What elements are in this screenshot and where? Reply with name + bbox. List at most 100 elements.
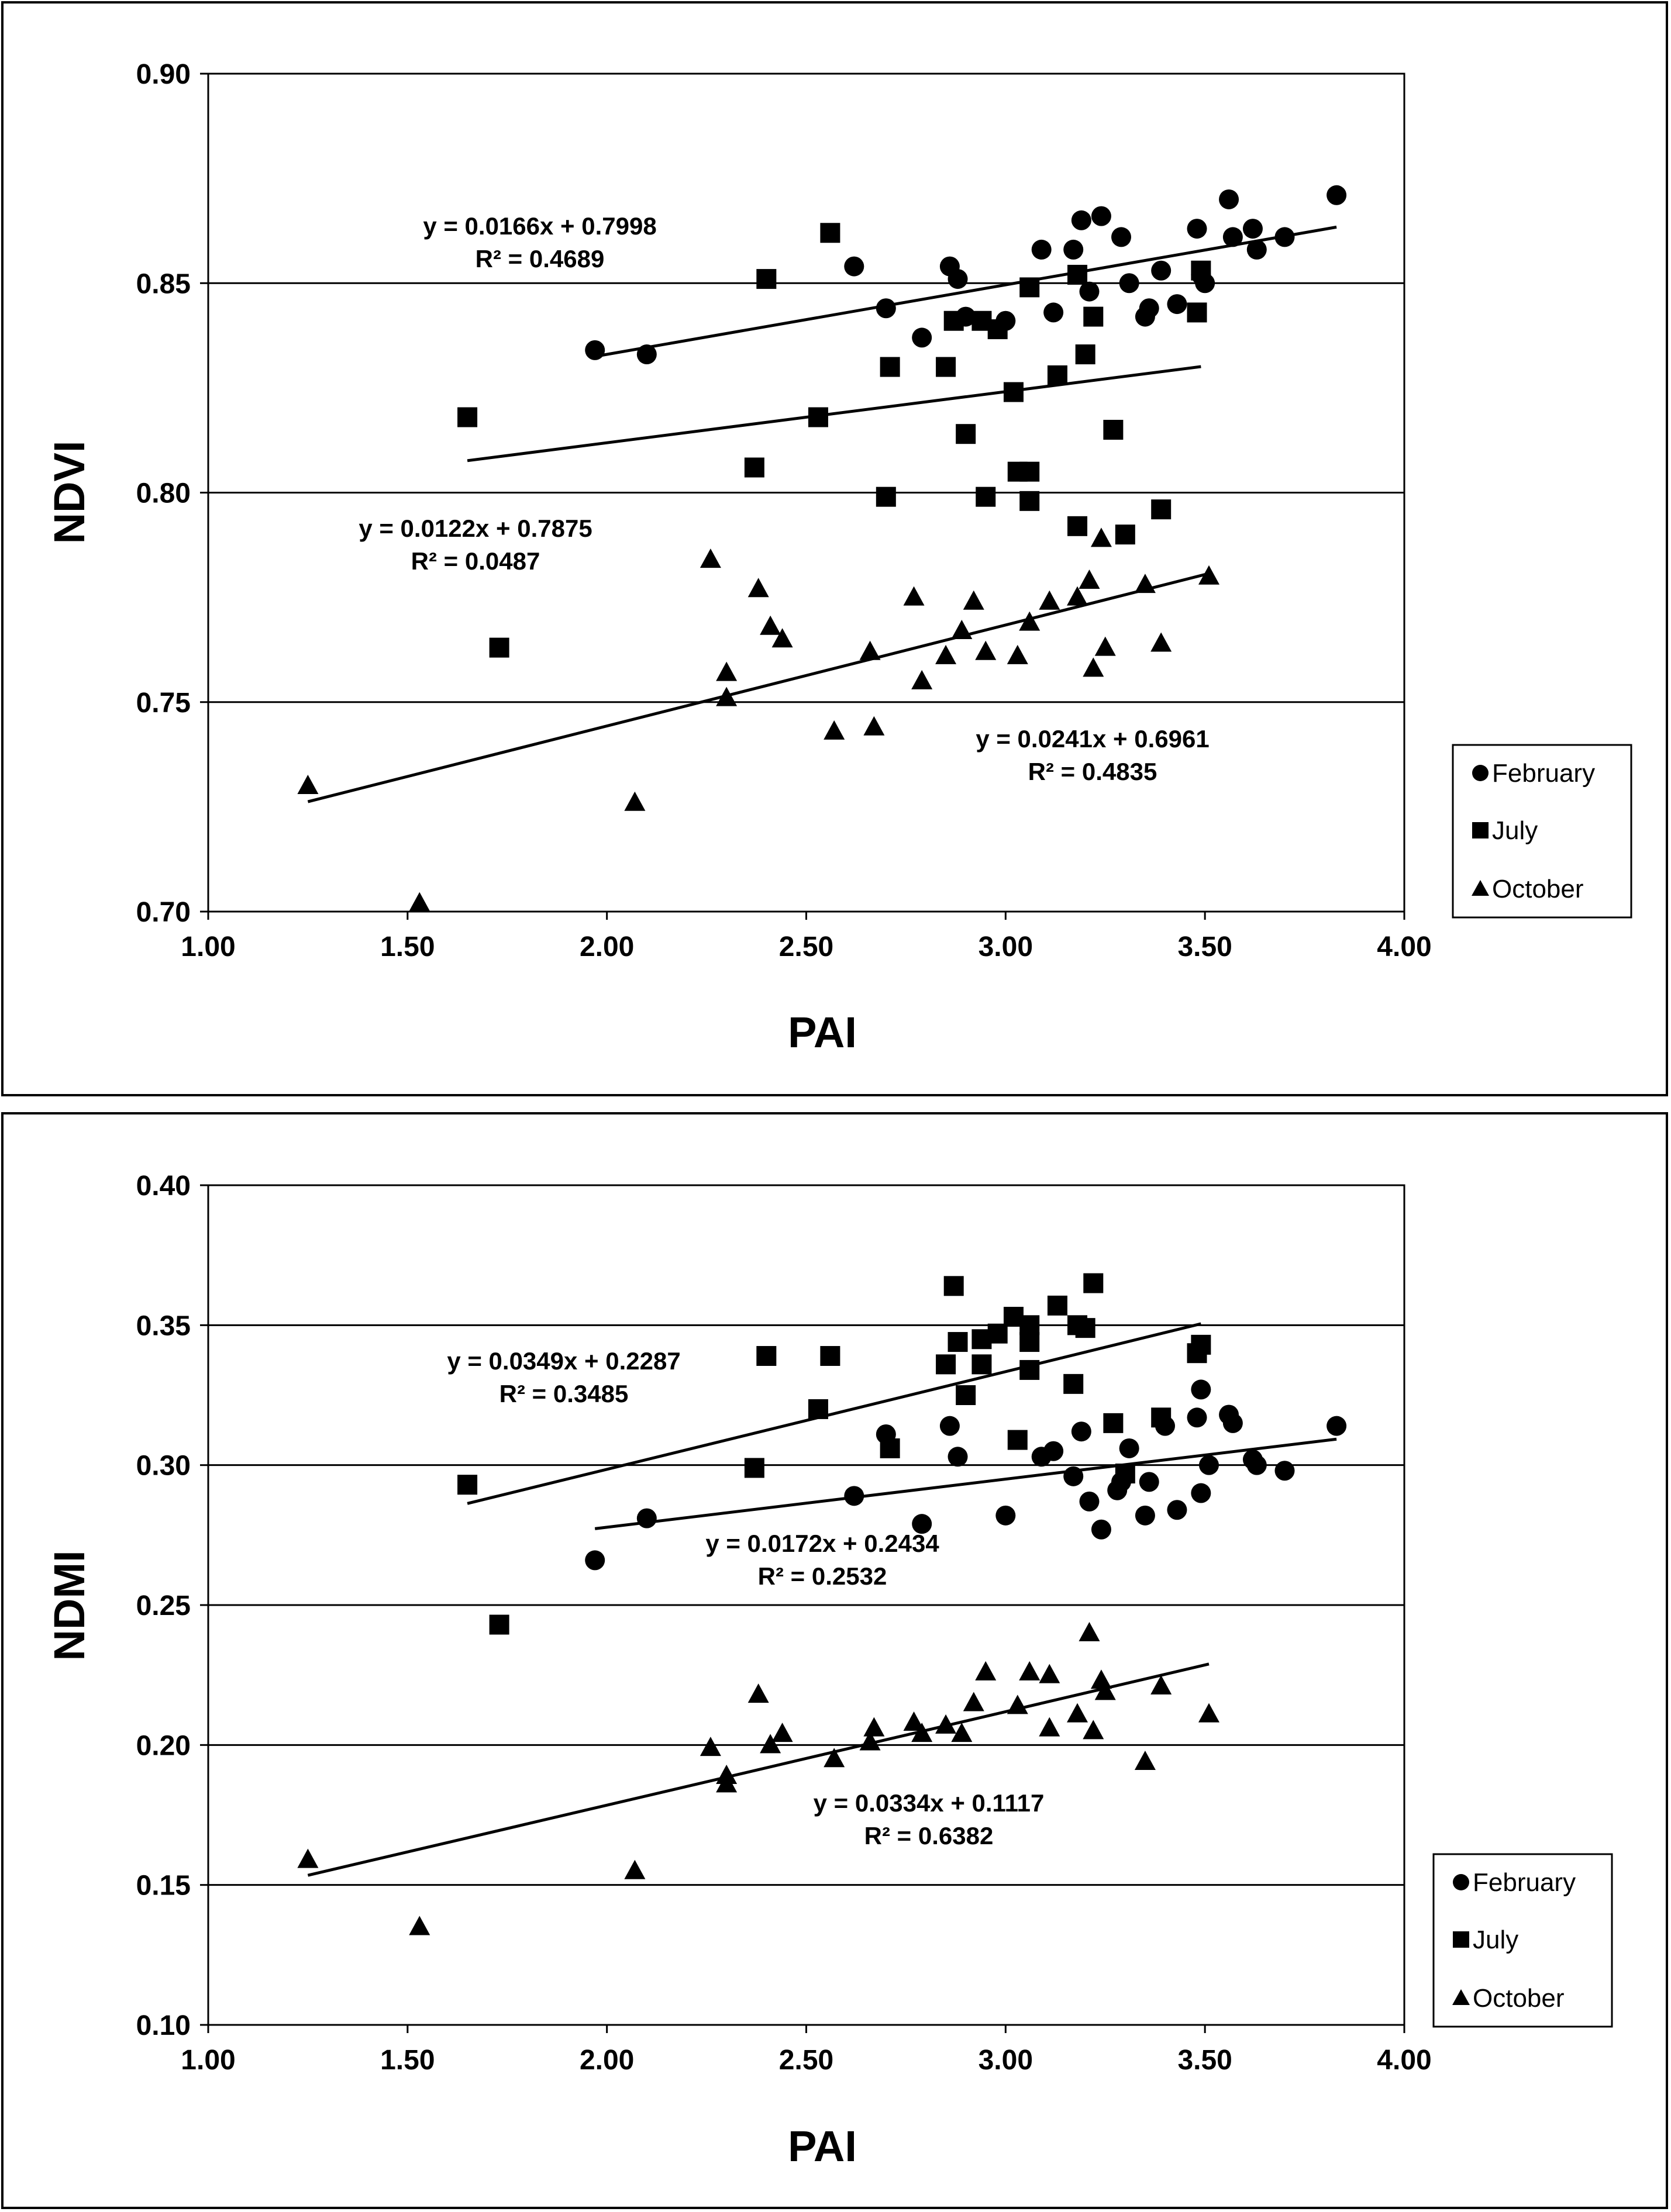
data-point-february	[1139, 298, 1159, 319]
data-point-july	[1115, 524, 1135, 545]
data-point-july	[1047, 1295, 1067, 1316]
data-point-february	[1222, 227, 1243, 247]
data-point-july	[880, 1438, 900, 1458]
data-point-october	[1039, 1664, 1060, 1683]
data-point-february	[912, 327, 932, 348]
y-tick-label: 0.15	[136, 1871, 191, 1902]
data-point-october	[1007, 1695, 1028, 1714]
data-point-october	[903, 1711, 925, 1731]
data-point-february	[1079, 281, 1100, 302]
data-point-july	[1063, 1374, 1084, 1394]
data-point-october	[700, 1737, 721, 1757]
data-point-october	[624, 1859, 646, 1879]
data-point-july	[1003, 382, 1024, 402]
data-point-october	[1083, 1720, 1104, 1740]
data-point-october	[1019, 1661, 1041, 1680]
data-point-october	[1019, 611, 1041, 631]
x-axis-label: PAI	[788, 2122, 857, 2170]
x-tick-label: 2.50	[779, 931, 833, 962]
x-tick-label: 3.00	[979, 2045, 1033, 2076]
data-point-july	[1187, 302, 1207, 323]
data-point-october	[716, 661, 738, 681]
data-point-july	[876, 486, 896, 507]
data-point-october	[1150, 632, 1172, 652]
data-point-october	[824, 1748, 845, 1768]
trendline-r2-february: R² = 0.4689	[476, 245, 605, 272]
data-point-july	[1067, 264, 1088, 285]
data-point-july	[956, 1385, 976, 1405]
trendline-r2-october: R² = 0.6382	[864, 1822, 994, 1849]
data-point-february	[1091, 1519, 1111, 1540]
trendline-equation-july: y = 0.0122x + 0.7875	[359, 515, 592, 542]
data-point-july	[936, 357, 956, 377]
data-point-october	[700, 548, 721, 568]
data-point-october	[975, 640, 997, 660]
data-point-october	[859, 1731, 881, 1751]
data-point-february	[1219, 189, 1239, 209]
x-tick-label: 1.00	[181, 931, 235, 962]
legend-label-february: February	[1473, 1868, 1576, 1897]
data-point-july	[1151, 1407, 1172, 1428]
data-point-february	[1191, 1483, 1211, 1503]
data-point-october	[771, 628, 793, 648]
data-point-october	[951, 1723, 973, 1742]
data-point-july	[987, 319, 1008, 340]
data-point-october	[911, 1723, 933, 1742]
data-point-october	[911, 670, 933, 689]
data-point-february	[1091, 206, 1111, 226]
data-point-july	[1103, 420, 1124, 440]
data-point-october	[760, 1734, 781, 1754]
data-point-july	[1007, 1430, 1028, 1450]
y-tick-label: 0.35	[136, 1310, 191, 1341]
data-point-july	[820, 1345, 840, 1366]
data-point-july	[1067, 516, 1088, 536]
ndmi-chart-panel: 0.10 0.15 0.20 0.25 0.30 0.35 0.40 1.00 1.50 2.00…	[1, 1112, 1668, 2209]
data-point-july	[956, 424, 976, 444]
legend-circle-marker	[1453, 1874, 1469, 1890]
data-point-october	[716, 1773, 738, 1793]
trendline-r2-february: R² = 0.2532	[758, 1562, 887, 1590]
data-point-july	[1019, 1315, 1040, 1336]
data-point-july	[943, 310, 964, 331]
legend-label-july: July	[1492, 816, 1538, 845]
y-axis-label: NDMI	[45, 1550, 94, 1661]
data-point-july	[1075, 344, 1095, 365]
data-point-october	[1067, 586, 1088, 606]
data-point-february	[1274, 227, 1295, 247]
data-point-february	[1246, 239, 1267, 260]
chart-legend: February July October	[1452, 744, 1632, 919]
data-point-july	[936, 1354, 956, 1375]
data-point-july	[976, 486, 996, 507]
data-point-february	[1071, 1421, 1091, 1442]
data-point-february	[912, 1514, 932, 1534]
data-point-july	[971, 1354, 992, 1375]
data-point-february	[1187, 219, 1207, 239]
data-point-july	[457, 407, 478, 427]
trendline-october	[307, 1662, 1210, 1877]
data-point-july	[1019, 491, 1040, 511]
data-point-october	[624, 791, 646, 811]
data-point-july	[1191, 1334, 1211, 1355]
data-point-february	[1327, 1416, 1347, 1436]
data-point-october	[1079, 1621, 1100, 1641]
data-point-july	[1047, 365, 1067, 385]
data-point-october	[975, 1661, 997, 1680]
data-point-july	[808, 407, 828, 427]
ndmi-scatter-chart: 0.10 0.15 0.20 0.25 0.30 0.35 0.40 1.00 1.50 2.00…	[45, 1171, 1613, 2170]
data-point-february	[1222, 1413, 1243, 1433]
data-point-july	[1019, 1359, 1040, 1380]
data-point-february	[844, 256, 864, 277]
data-point-february	[1111, 227, 1132, 247]
data-point-february	[1079, 1491, 1100, 1512]
x-tick-label: 1.50	[380, 2045, 435, 2076]
data-point-february	[939, 1416, 960, 1436]
y-tick-label: 0.25	[136, 1590, 191, 1621]
y-tick-label: 0.90	[136, 59, 191, 90]
legend-triangle-marker	[1472, 880, 1489, 896]
data-point-october	[1094, 1680, 1116, 1700]
data-point-july	[1019, 277, 1040, 298]
legend-label-february: February	[1492, 759, 1595, 788]
x-tick-label: 2.50	[779, 2045, 833, 2076]
x-tick-label: 3.50	[1177, 931, 1232, 962]
data-point-july	[1103, 1413, 1124, 1433]
